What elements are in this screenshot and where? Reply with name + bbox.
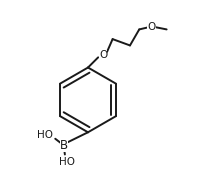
Text: B: B [60, 139, 68, 152]
Text: O: O [147, 22, 155, 32]
Text: HO: HO [37, 130, 53, 140]
Text: O: O [99, 50, 108, 60]
Text: HO: HO [59, 157, 75, 167]
